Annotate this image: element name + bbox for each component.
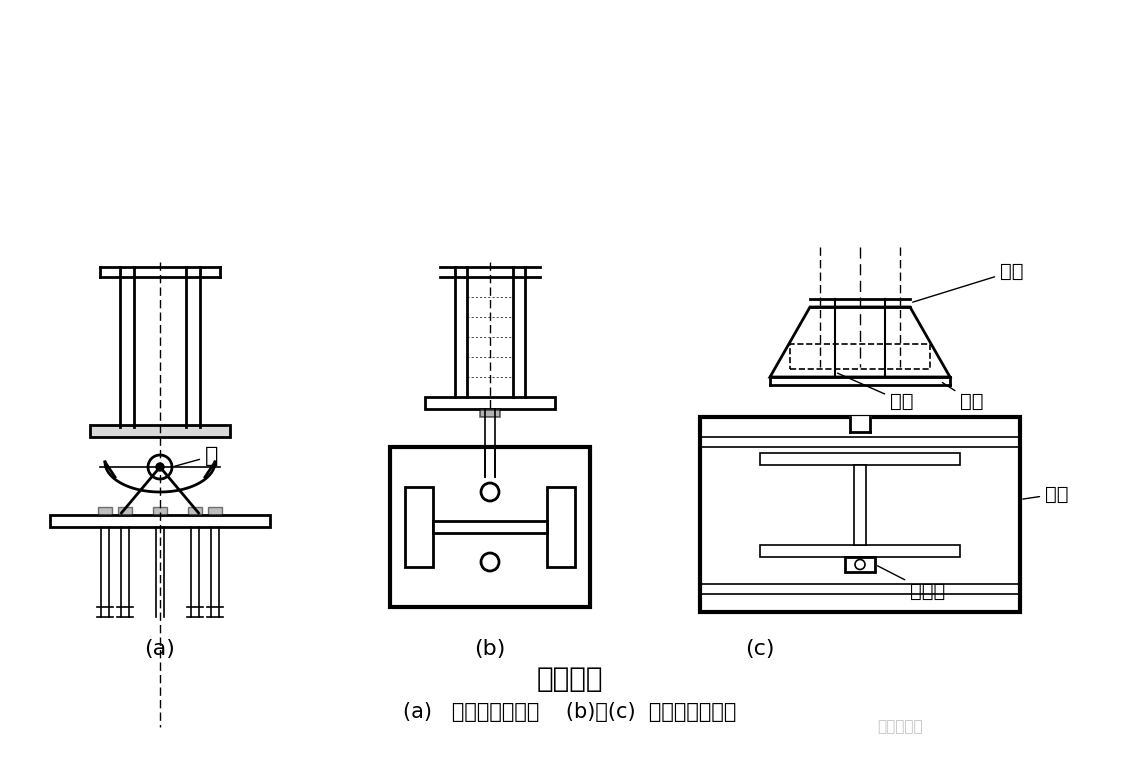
Bar [188, 507, 202, 515]
Text: (c): (c) [746, 639, 775, 659]
Text: 轴: 轴 [174, 446, 219, 466]
Text: 柱脚型式: 柱脚型式 [537, 665, 603, 693]
Text: 隔板: 隔板 [1023, 484, 1068, 503]
Polygon shape [770, 307, 950, 377]
Bar [90, 425, 230, 437]
Bar [854, 465, 866, 544]
Bar [480, 409, 500, 417]
Bar [845, 557, 876, 572]
Text: 底板: 底板 [943, 382, 984, 411]
Bar [405, 487, 433, 567]
Text: 零件板: 零件板 [878, 565, 945, 601]
Text: 锚栓: 锚栓 [838, 373, 913, 411]
Bar [50, 515, 270, 527]
Text: (a): (a) [145, 639, 176, 659]
Bar [760, 453, 960, 465]
Text: (a)   轴承式铰接柱脚    (b)、(c)  平板式铰接柱脚: (a) 轴承式铰接柱脚 (b)、(c) 平板式铰接柱脚 [404, 702, 736, 722]
Bar [207, 507, 222, 515]
Bar [425, 397, 555, 409]
Text: 靴梁: 靴梁 [913, 262, 1024, 302]
Bar [119, 507, 132, 515]
Bar [153, 507, 166, 515]
Text: (b): (b) [474, 639, 506, 659]
Circle shape [156, 463, 164, 471]
Text: 钢结构设计: 钢结构设计 [877, 719, 922, 734]
Bar [98, 507, 112, 515]
Bar [700, 417, 1020, 612]
Bar [760, 544, 960, 556]
Bar [390, 447, 591, 607]
Bar [547, 487, 575, 567]
Polygon shape [850, 417, 870, 432]
Bar [433, 521, 547, 533]
Bar [790, 344, 930, 369]
